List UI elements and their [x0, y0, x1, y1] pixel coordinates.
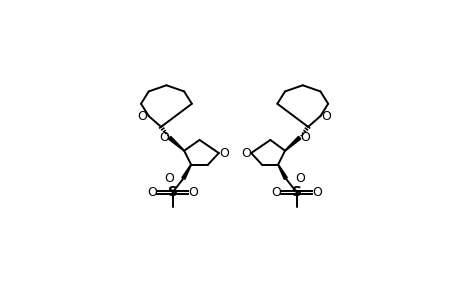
Text: O: O [241, 146, 250, 160]
Text: O: O [188, 186, 198, 199]
Text: O: O [137, 110, 147, 123]
Polygon shape [277, 164, 287, 179]
Text: O: O [163, 172, 174, 185]
Text: S: S [291, 185, 301, 199]
Text: O: O [295, 172, 305, 185]
Text: S: S [167, 185, 177, 199]
Text: O: O [299, 131, 309, 144]
Polygon shape [181, 164, 191, 179]
Text: O: O [146, 186, 157, 199]
Polygon shape [168, 136, 184, 151]
Text: O: O [270, 186, 280, 199]
Text: O: O [159, 131, 169, 144]
Text: O: O [312, 186, 322, 199]
Text: O: O [219, 146, 229, 160]
Text: O: O [321, 110, 331, 123]
Polygon shape [284, 136, 300, 151]
